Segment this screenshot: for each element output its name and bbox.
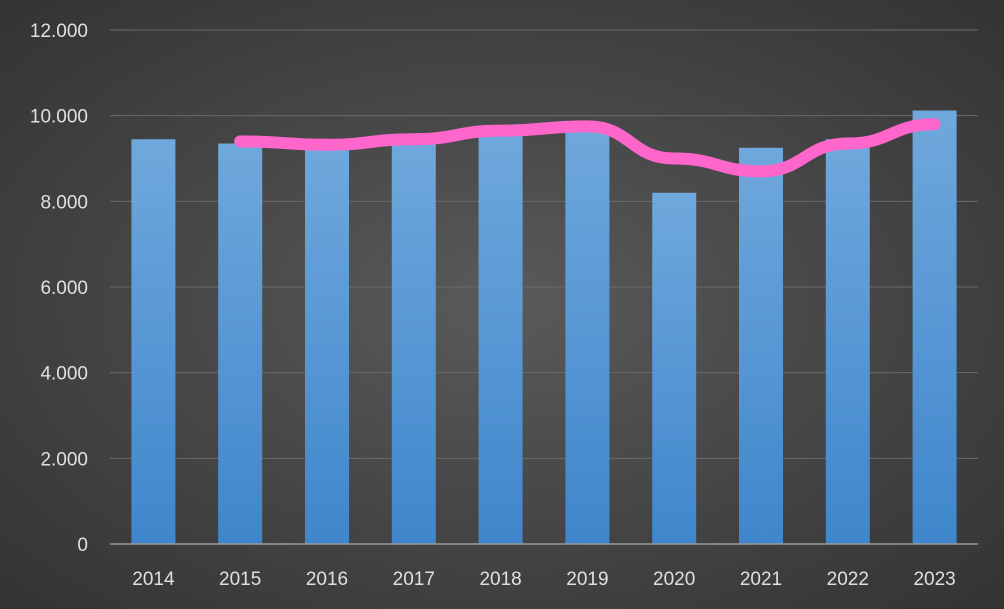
line-point (326, 144, 328, 146)
bar (478, 132, 523, 545)
y-axis-tick-labels: 0 2.000 4.000 6.000 8.000 10.000 12.000 (30, 21, 88, 556)
series-line (234, 118, 941, 178)
x-tick-label: 2018 (479, 569, 521, 590)
line-point (500, 130, 502, 132)
line-point (239, 140, 241, 142)
bar (305, 145, 349, 544)
x-tick-label: 2014 (132, 569, 175, 590)
bar-series (131, 110, 957, 545)
y-tick-label: 6.000 (40, 278, 88, 299)
x-tick-label: 2020 (653, 569, 695, 590)
line-point (673, 158, 675, 159)
bar (565, 126, 610, 544)
bar (739, 147, 783, 544)
line-point (586, 125, 588, 127)
line-point (413, 138, 415, 140)
x-axis-tick-labels: 2014 2015 2016 2017 2018 2019 2020 2021 2022 2023 (132, 569, 955, 590)
bar (652, 192, 697, 544)
line-point (760, 170, 762, 172)
x-tick-label: 2023 (913, 569, 955, 590)
x-tick-label: 2022 (827, 569, 869, 590)
y-tick-label: 8.000 (40, 192, 88, 213)
bar (912, 110, 957, 544)
bar (218, 143, 263, 544)
y-tick-label: 2.000 (40, 449, 88, 470)
y-tick-label: 10.000 (30, 107, 88, 128)
x-tick-label: 2021 (740, 569, 782, 590)
x-tick-label: 2016 (306, 569, 348, 590)
line-point (934, 123, 936, 125)
bar (825, 139, 870, 544)
line-point (847, 143, 849, 145)
x-tick-label: 2015 (219, 569, 261, 590)
y-tick-label: 0 (77, 535, 88, 556)
bar (131, 139, 176, 544)
line-series (234, 118, 941, 178)
bar (391, 141, 436, 544)
y-tick-label: 4.000 (40, 364, 88, 385)
y-tick-label: 12.000 (30, 21, 88, 42)
x-tick-label: 2017 (393, 569, 435, 590)
x-tick-label: 2019 (566, 569, 608, 590)
